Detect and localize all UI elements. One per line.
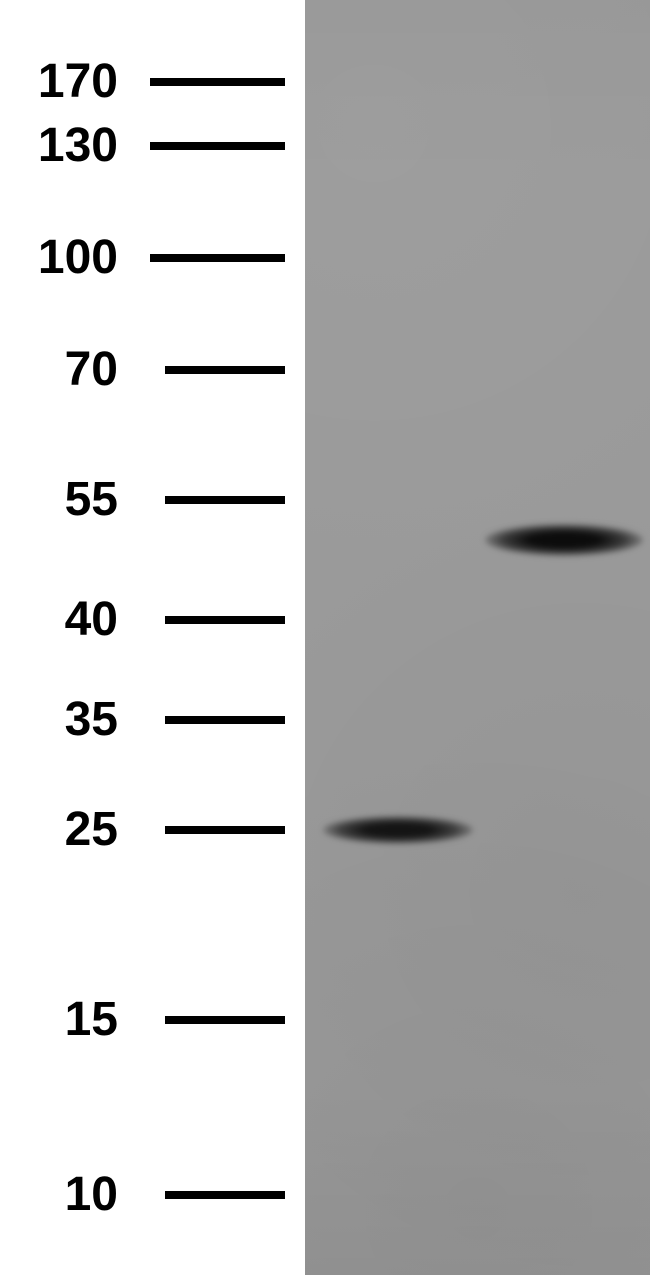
ladder-tick-40 <box>165 616 285 624</box>
ladder-tick-130 <box>150 142 285 150</box>
blot-background <box>305 0 650 1275</box>
ladder-label-55: 55 <box>0 476 130 524</box>
ladder-marker-130: 130 <box>0 122 305 170</box>
ladder-label-10: 10 <box>0 1171 130 1219</box>
ladder-marker-170: 170 <box>0 58 305 106</box>
ladder-label-15: 15 <box>0 996 130 1044</box>
ladder-label-25: 25 <box>0 806 130 854</box>
ladder-tick-35 <box>165 716 285 724</box>
ladder-marker-15: 15 <box>0 996 305 1044</box>
ladder-marker-35: 35 <box>0 696 305 744</box>
ladder-marker-100: 100 <box>0 234 305 282</box>
ladder-label-70: 70 <box>0 346 130 394</box>
ladder-label-130: 130 <box>0 122 130 170</box>
ladder-marker-40: 40 <box>0 596 305 644</box>
ladder-tick-25 <box>165 826 285 834</box>
band-lane2-50kda <box>485 524 643 556</box>
ladder-label-100: 100 <box>0 234 130 282</box>
ladder-label-35: 35 <box>0 696 130 744</box>
ladder-tick-100 <box>150 254 285 262</box>
ladder-tick-70 <box>165 366 285 374</box>
ladder-tick-15 <box>165 1016 285 1024</box>
molecular-weight-ladder: 170 130 100 70 55 40 35 25 15 10 <box>0 0 305 1275</box>
ladder-tick-10 <box>165 1191 285 1199</box>
ladder-marker-70: 70 <box>0 346 305 394</box>
band-lane1-25kda <box>323 816 473 844</box>
ladder-tick-55 <box>165 496 285 504</box>
ladder-tick-170 <box>150 78 285 86</box>
ladder-marker-55: 55 <box>0 476 305 524</box>
blot-membrane <box>305 0 650 1275</box>
ladder-label-40: 40 <box>0 596 130 644</box>
ladder-marker-10: 10 <box>0 1171 305 1219</box>
ladder-marker-25: 25 <box>0 806 305 854</box>
ladder-label-170: 170 <box>0 58 130 106</box>
